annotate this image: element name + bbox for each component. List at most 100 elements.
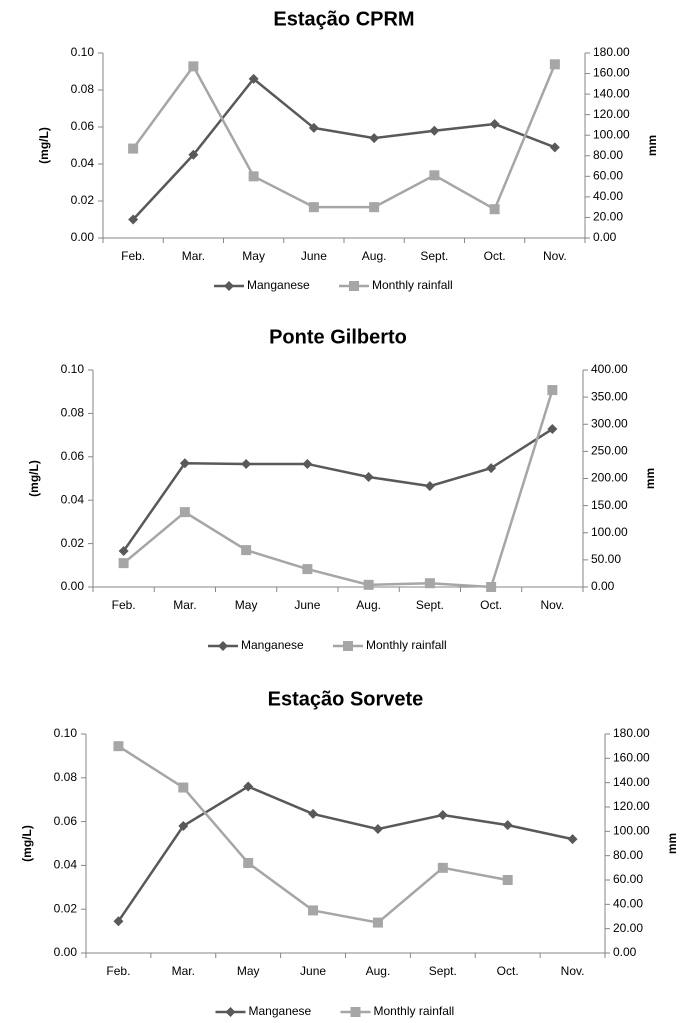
marker: [437, 862, 448, 873]
chart: Estação CPRM 0.00 0.02 0.04 0.06 0.08 0.10 0.00…: [37, 8, 659, 292]
chart-title: Estação CPRM: [273, 8, 414, 30]
x-tick-label: Sept.: [420, 249, 448, 263]
y2-tick-label: 0.00: [613, 945, 637, 959]
marker: [188, 149, 199, 160]
legend-marker: [350, 1007, 361, 1017]
y2-tick-label: 100.00: [613, 824, 650, 838]
y-tick-label: 0.00: [54, 945, 78, 959]
marker: [372, 824, 383, 835]
series-line: [132, 77, 556, 221]
y2-tick-label: 100.00: [591, 525, 628, 539]
y-tick-label: 0.08: [61, 406, 85, 420]
x-tick-label: Aug.: [366, 964, 391, 978]
y2-axis-label: mm: [665, 833, 679, 854]
legend-label: Monthly rainfall: [372, 278, 453, 292]
y-axis-label: (mg/L): [20, 825, 34, 862]
legend-marker: [349, 281, 359, 291]
legend-label: Monthly rainfall: [366, 638, 447, 652]
y2-tick-label: 160.00: [593, 66, 630, 80]
marker: [241, 545, 252, 556]
y2-tick-label: 250.00: [591, 444, 628, 458]
marker: [241, 458, 252, 469]
y-tick-label: 0.02: [71, 193, 95, 207]
marker: [363, 471, 374, 482]
legend-label: Monthly rainfall: [374, 1004, 455, 1018]
y2-tick-label: 0.00: [591, 579, 615, 593]
marker: [179, 507, 190, 518]
y-tick-label: 0.10: [71, 45, 95, 59]
y2-tick-label: 60.00: [613, 872, 643, 886]
y2-tick-label: 300.00: [591, 416, 628, 430]
y2-tick-label: 20.00: [613, 921, 643, 935]
marker: [178, 820, 189, 831]
legend-label: Manganese: [241, 638, 304, 652]
legend-label: Manganese: [249, 1004, 312, 1018]
marker: [363, 579, 374, 590]
y2-tick-label: 100.00: [593, 127, 630, 141]
marker: [118, 545, 129, 556]
y2-tick-label: 0.00: [593, 230, 617, 244]
x-tick-label: May: [237, 964, 260, 978]
y2-tick-label: 120.00: [593, 107, 630, 121]
marker: [549, 142, 560, 153]
marker: [178, 782, 189, 793]
marker: [547, 385, 558, 396]
marker: [248, 73, 259, 84]
x-tick-label: Nov.: [540, 598, 564, 612]
y2-tick-label: 80.00: [593, 148, 623, 162]
y-tick-label: 0.02: [54, 901, 78, 915]
legend-label: Manganese: [247, 278, 310, 292]
y2-tick-label: 20.00: [593, 210, 623, 224]
y2-tick-label: 120.00: [613, 799, 650, 813]
marker: [302, 458, 313, 469]
y2-tick-label: 80.00: [613, 848, 643, 862]
series-line: [122, 389, 554, 589]
y2-tick-label: 200.00: [591, 471, 628, 485]
y2-tick-label: 60.00: [593, 169, 623, 183]
chart: Ponte Gilberto 0.00 0.02 0.04 0.06 0.08 0.10 0.…: [27, 326, 657, 652]
marker: [437, 810, 448, 821]
y2-axis-label: mm: [645, 135, 659, 156]
y2-tick-label: 180.00: [593, 45, 630, 59]
y-tick-label: 0.06: [54, 814, 78, 828]
x-tick-label: June: [301, 249, 327, 263]
y-tick-label: 0.02: [61, 536, 85, 550]
marker: [486, 463, 497, 474]
marker: [489, 204, 500, 215]
y2-tick-label: 140.00: [593, 86, 630, 100]
marker: [502, 820, 513, 831]
x-tick-label: June: [294, 598, 320, 612]
y2-axis-label: mm: [643, 468, 657, 489]
x-tick-label: Nov.: [543, 249, 567, 263]
x-tick-label: Feb.: [106, 964, 130, 978]
marker: [308, 122, 319, 133]
marker: [308, 808, 319, 819]
y2-tick-label: 40.00: [593, 189, 623, 203]
marker: [429, 125, 440, 136]
marker: [372, 917, 383, 928]
series-line: [122, 427, 554, 552]
marker: [243, 781, 254, 792]
y-tick-label: 0.08: [54, 770, 78, 784]
x-tick-label: Nov.: [561, 964, 585, 978]
y-tick-label: 0.04: [54, 858, 78, 872]
marker: [424, 578, 435, 589]
chart-title: Ponte Gilberto: [269, 326, 407, 348]
y-tick-label: 0.10: [61, 362, 85, 376]
x-tick-label: Aug.: [356, 598, 381, 612]
x-tick-label: Aug.: [362, 249, 387, 263]
marker: [549, 59, 560, 70]
marker: [502, 875, 513, 885]
y2-tick-label: 180.00: [613, 726, 650, 740]
series-line: [117, 785, 573, 922]
marker: [547, 424, 558, 435]
y2-tick-label: 50.00: [591, 552, 621, 566]
y-tick-label: 0.04: [71, 156, 95, 170]
y-axis-label: (mg/L): [37, 127, 51, 164]
marker: [243, 857, 254, 868]
series-line: [132, 63, 557, 212]
y2-tick-label: 140.00: [613, 775, 650, 789]
y-tick-label: 0.08: [71, 82, 95, 96]
marker: [486, 582, 497, 592]
